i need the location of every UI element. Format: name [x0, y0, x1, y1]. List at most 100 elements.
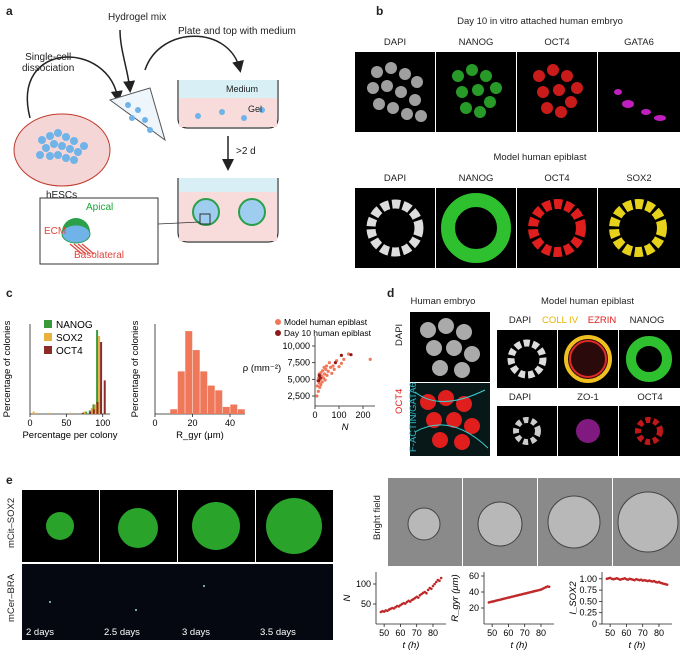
c2-xtick-label: 20 [187, 418, 197, 428]
hydrogel-label: Hydrogel mix [108, 12, 167, 23]
panel-label-b: b [376, 4, 384, 18]
c2-xtick-label: 0 [152, 418, 157, 428]
panel-label-d: d [387, 286, 395, 300]
e-time-2: 3 days [182, 627, 210, 638]
plate-label: Plate and top with medium [178, 26, 296, 37]
c3-point [349, 353, 353, 357]
c3-point [323, 372, 327, 376]
c3-point [318, 376, 322, 380]
e1-ylabel: N [342, 594, 353, 601]
hydrogel-arrow [119, 29, 136, 93]
c1-legend-nanog: NANOG [56, 320, 93, 331]
e1-point [408, 600, 412, 603]
c3-legend-label: Model human epiblast [284, 317, 368, 327]
e3-xtick-label: 60 [621, 628, 631, 638]
e1-point [430, 587, 433, 591]
e-time-1: 2.5 days [104, 627, 140, 638]
c3-point [324, 364, 329, 368]
c3-ytick-label: 7,500 [287, 358, 310, 368]
c1-bar-nanog [96, 330, 99, 414]
panel-e-charts: 50 60 70 80 50 100 t (h) N 50 60 70 80 20 40 60 t (h) R_… [342, 571, 672, 651]
e1-point [433, 582, 436, 586]
c1-legend-swatch [44, 320, 52, 328]
e3-ytick-label: 0.75 [579, 585, 597, 595]
c2-bar [207, 385, 215, 414]
c1-bar-oct4 [92, 409, 95, 414]
c3-point [337, 365, 341, 369]
c2-ylabel: Percentage of colonies [130, 320, 141, 417]
e1-xtick-label: 50 [379, 628, 389, 638]
d-embryo-cells [414, 318, 489, 450]
e1-point [404, 602, 407, 605]
d-r2-rings [513, 417, 663, 445]
e3-xtick-label: 50 [605, 628, 615, 638]
c1-bar-oct4 [100, 342, 103, 414]
c2-bar [177, 371, 185, 414]
b-bot-label-3: SOX2 [626, 173, 652, 184]
e-time-0: 2 days [26, 627, 54, 638]
c3-point [315, 384, 319, 388]
e2-ytick-label: 20 [469, 603, 479, 613]
c3-ytick-label: 10,000 [282, 341, 310, 351]
c3-point [368, 357, 372, 361]
e-colonies [46, 498, 322, 611]
e2-xlabel: t (h) [511, 640, 528, 651]
c1-xtick-label: 50 [61, 418, 71, 428]
c2-xtick-label: 40 [225, 418, 235, 428]
e3-xtick-label: 70 [638, 628, 648, 638]
cyst-2 [238, 198, 266, 226]
e1-point [425, 591, 428, 595]
c3-legend-marker [275, 319, 281, 325]
panel-a-schematic [13, 29, 279, 265]
c3-point [316, 389, 320, 393]
d-left-factin-label: F-ACTIN/GATA6 [408, 382, 419, 452]
c3-point [320, 380, 324, 384]
c2-bar [237, 409, 245, 414]
e1-point [438, 579, 441, 583]
d-row1-coll: COLL IV [541, 315, 579, 326]
c1-bar-sox2 [32, 411, 35, 414]
c1-xlabel: Percentage per colony [22, 430, 117, 441]
c3-point [317, 379, 321, 383]
c3-point [321, 369, 325, 373]
d-title-left: Human embryo [410, 296, 476, 307]
e2-xtick-label: 60 [503, 628, 513, 638]
pipette [108, 87, 166, 142]
c1-legend-swatch [44, 346, 52, 354]
e1-point [417, 596, 420, 599]
c3-point [329, 365, 333, 369]
d-left-dapi-label: DAPI [394, 323, 405, 346]
d-r1-rings [507, 335, 672, 383]
time-label: >2 d [236, 146, 256, 157]
e-bra-row [22, 564, 333, 640]
c3-point [347, 352, 351, 356]
c3-ytick-label: 5,000 [287, 374, 310, 384]
c3-xtick-label: 200 [355, 410, 370, 420]
d-r2-dapi [497, 406, 557, 456]
e3-point [665, 583, 669, 586]
panel-c-charts: 0 50 100 Percentage per colony Percentage of… [2, 317, 375, 441]
c3-point [319, 383, 323, 387]
e3-ytick-label: 1.00 [579, 574, 597, 584]
c1-bar-sox2 [98, 336, 101, 414]
c1-bar-oct4 [89, 411, 92, 414]
b-top-label-2: OCT4 [544, 37, 570, 48]
b-top-cells [367, 62, 666, 122]
d-left-oct4-label: OCT4 [394, 388, 405, 414]
e2-point [547, 585, 551, 589]
c3-point [342, 357, 346, 361]
d-title-right: Model human epiblast [541, 296, 634, 307]
panel-label-c: c [6, 286, 13, 300]
c3-point [315, 394, 319, 398]
e2-xtick-label: 80 [536, 628, 546, 638]
c1-legend-sox2: SOX2 [56, 333, 83, 344]
b-bot-label-2: OCT4 [544, 173, 570, 184]
basolateral-label: Basolateral [74, 250, 125, 261]
c3-point [339, 353, 343, 357]
c3-xtick-label: 0 [312, 410, 317, 420]
c3-ylabel: ρ (mm⁻²) [243, 363, 281, 374]
c1-ylabel: Percentage of colonies [2, 320, 13, 417]
dissociation-arrow [26, 56, 123, 119]
c3-point [330, 371, 334, 375]
c2-bar [230, 404, 238, 414]
